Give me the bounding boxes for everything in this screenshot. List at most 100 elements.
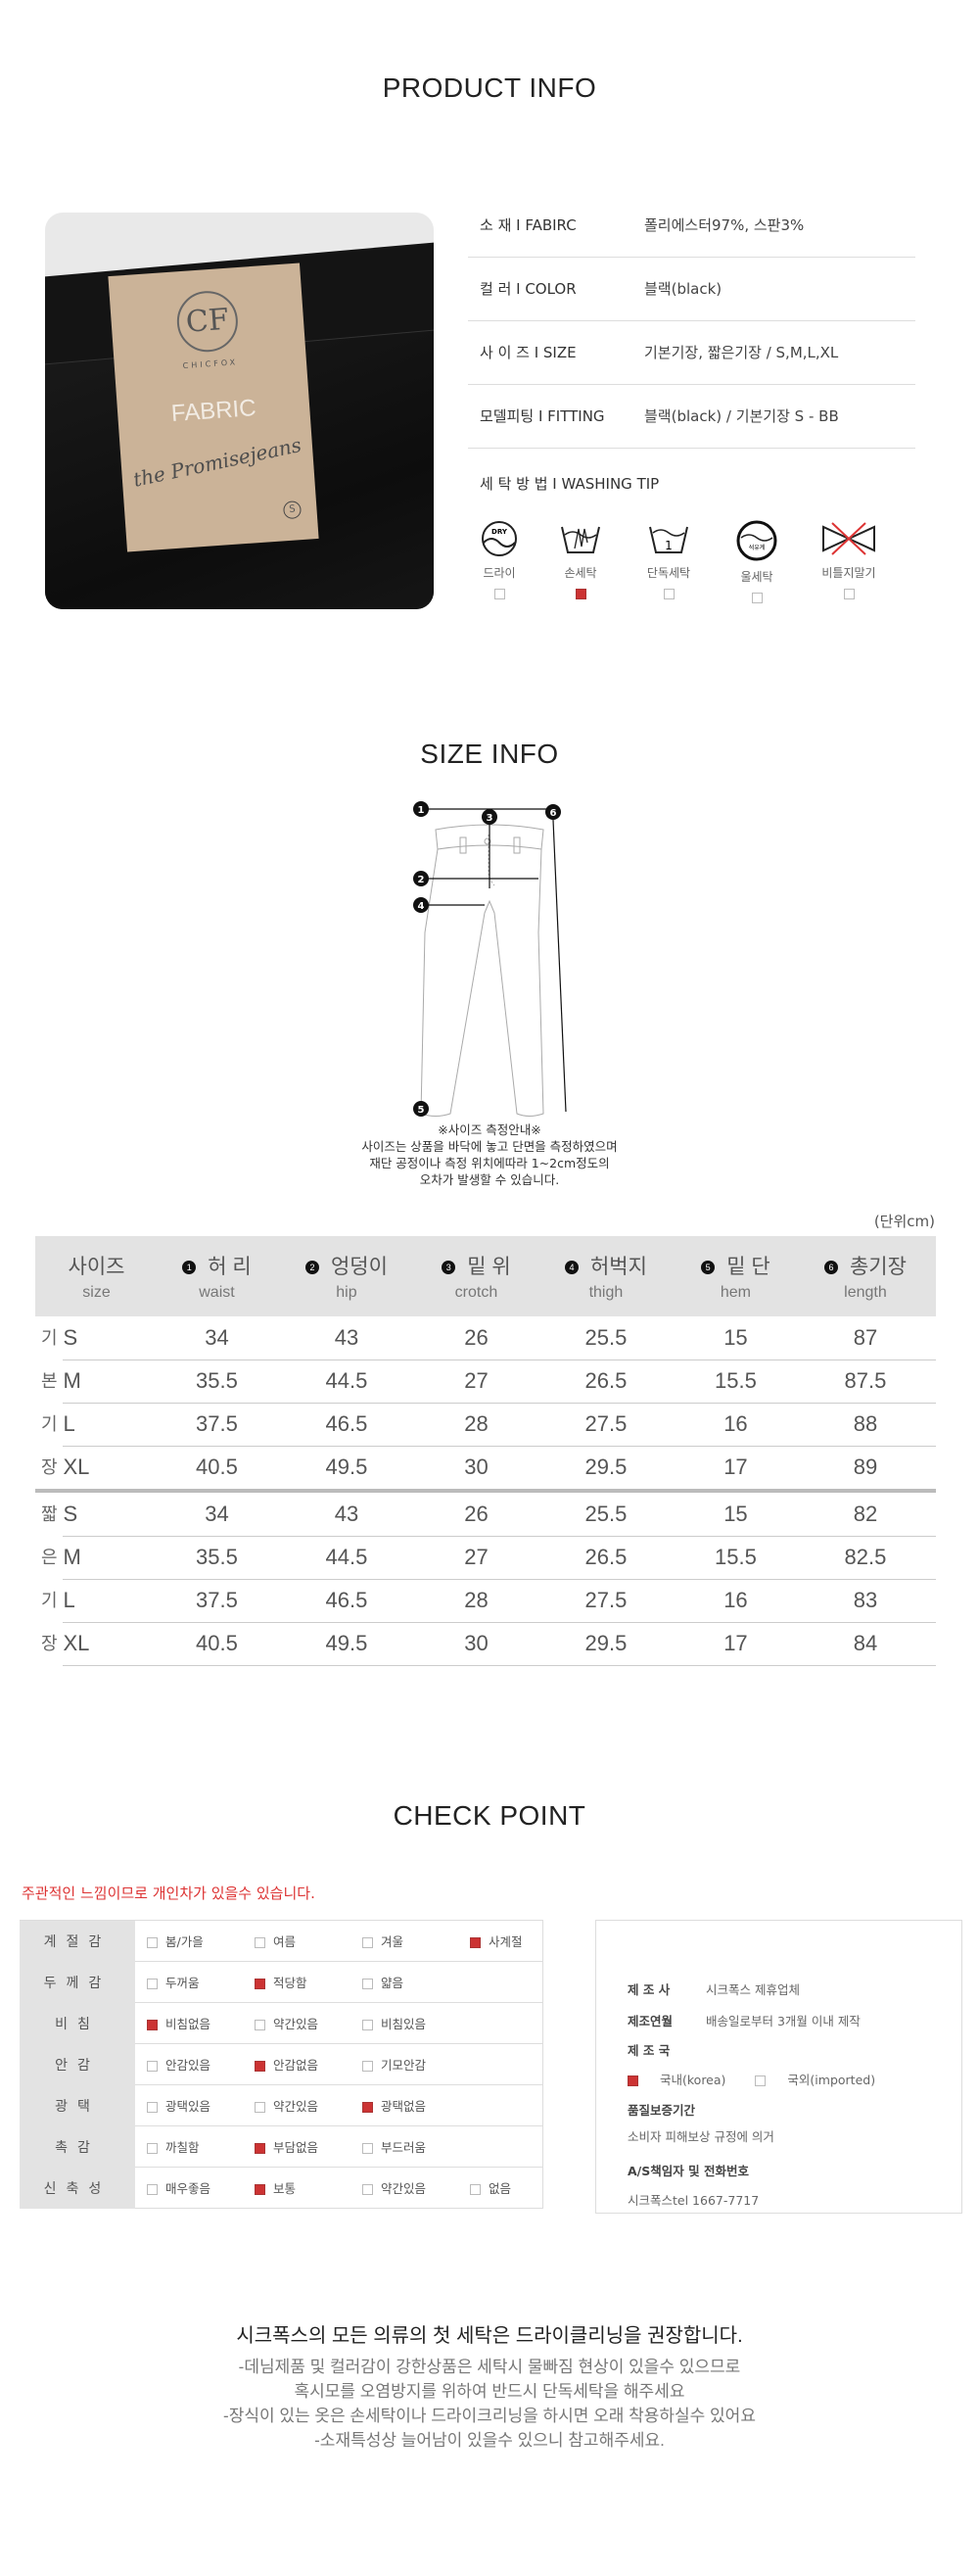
size-value: 29.5	[535, 1622, 676, 1666]
size-value: 35.5	[158, 1536, 276, 1580]
header-ko: 총기장	[849, 1256, 907, 1278]
check-point-title: CHECK POINT	[393, 1800, 586, 1831]
washing-checkbox	[575, 588, 586, 599]
size-value: 44.5	[275, 1536, 417, 1580]
option-label: 사계절	[489, 1934, 523, 1949]
footer-line: -장식이 있는 옷은 손세탁이나 드라이크리닝을 하시면 오래 착용하실수 있어…	[223, 2407, 756, 2425]
size-value: 35.5	[158, 1360, 276, 1404]
size-value: 40.5	[158, 1446, 276, 1493]
size-value: 82.5	[794, 1536, 936, 1580]
separate-wash-icon: 1	[629, 519, 708, 558]
option-label: 매우좋음	[165, 2181, 211, 2196]
header-ko: 사이즈	[68, 1256, 125, 1278]
check-row: 안감 안감있음 안감없음 기모안감	[20, 2043, 543, 2085]
check-box	[470, 2184, 481, 2195]
header-ko: 허벅지	[589, 1256, 647, 1278]
subjective-note: 주관적인 느낌이므로 개인차가 있을수 있습니다.	[22, 1884, 315, 1902]
footer-line: 혹시모를 오염방지를 위하여 반드시 단독세탁을 해주세요	[294, 2382, 685, 2401]
option-label: 약간있음	[273, 2017, 319, 2031]
check-box	[362, 2061, 373, 2072]
check-option: 부드러움	[362, 2137, 470, 2156]
size-row: 본 M 35.5 44.5 27 26.5 15.5 87.5	[35, 1360, 936, 1404]
check-row: 광택 광택있음 약간있음 광택없음	[20, 2084, 543, 2126]
country-label: 국내(korea)	[660, 2073, 726, 2087]
check-option: 비침없음	[147, 2014, 255, 2032]
unit-label: (단위cm)	[873, 1213, 935, 1230]
check-label: 신축성	[20, 2167, 135, 2209]
check-option: 까칠함	[147, 2137, 255, 2156]
check-label: 비침	[20, 2002, 135, 2044]
check-box	[255, 2102, 265, 2113]
footer-line: -소재특성상 늘어남이 있을수 있으니 참고해주세요.	[314, 2431, 665, 2450]
country-option: 국내(korea)	[628, 2073, 725, 2087]
size-col-hem: 5 밑 단 hem	[676, 1236, 795, 1316]
size-value: 15.5	[676, 1536, 795, 1580]
size-value: 40.5	[158, 1622, 276, 1666]
size-value: 37.5	[158, 1579, 276, 1623]
header-en: hip	[336, 1284, 357, 1301]
svg-text:1: 1	[418, 805, 425, 816]
option-label: 약간있음	[273, 2099, 319, 2114]
size-label: L	[63, 1403, 158, 1447]
marker-1-badge: 1	[413, 801, 429, 817]
washing-checkbox	[751, 592, 763, 603]
svg-text:5: 5	[418, 1105, 425, 1116]
size-value: 27.5	[535, 1579, 676, 1623]
size-col-hip: 2 엉덩이 hip	[275, 1236, 417, 1316]
washing-checkbox	[493, 588, 505, 599]
washing-option: 석유계 울세탁	[718, 519, 796, 603]
option-label: 안감없음	[273, 2058, 319, 2073]
check-label: 계절감	[20, 1920, 135, 1962]
marker-5-badge: 5	[413, 1101, 429, 1117]
check-box	[147, 1979, 158, 1989]
check-option: 보통	[255, 2178, 362, 2197]
size-value: 34	[158, 1491, 276, 1537]
size-value: 49.5	[275, 1446, 417, 1493]
size-value: 30	[416, 1446, 536, 1493]
marker-3-badge: 3	[442, 1261, 456, 1275]
svg-text:6: 6	[550, 808, 557, 819]
warranty-label: 품질보증기간	[628, 2103, 696, 2118]
check-label: 안감	[20, 2043, 135, 2085]
option-label: 얇음	[381, 1976, 404, 1990]
svg-text:1: 1	[665, 539, 673, 552]
pants-measure-diagram: 1 2 3 4 5 6	[413, 801, 567, 1117]
check-row: 신축성 매우좋음 보통 약간있음 없음	[20, 2167, 543, 2209]
check-box	[255, 2143, 265, 2154]
option-label: 비침있음	[381, 2017, 427, 2031]
size-row: 기 S 34 43 26 25.5 15 87	[35, 1316, 936, 1360]
check-options: 봄/가을 여름 겨울 사계절	[135, 1920, 543, 1962]
option-label: 까칠함	[165, 2140, 200, 2155]
check-row: 촉감 까칠함 부담없음 부드러움	[20, 2125, 543, 2168]
check-box	[147, 1937, 158, 1948]
check-box	[255, 2061, 265, 2072]
check-box	[362, 2184, 373, 2195]
header-ko: 밑 단	[726, 1256, 770, 1278]
option-label: 겨울	[381, 1934, 404, 1949]
marker-2-badge: 2	[413, 871, 429, 886]
size-value: 28	[416, 1403, 536, 1447]
size-label: M	[63, 1360, 158, 1404]
size-note: 오차가 발생할 수 있습니다.	[419, 1172, 560, 1187]
info-value: 기본기장, 짧은기장 / S,M,L,XL	[644, 344, 839, 361]
manufacturer-box: 제 조 사 시크폭스 제휴업체 제조연월 배송일로부터 3개월 이내 제작 제 조 …	[595, 1920, 962, 2214]
header-en: size	[82, 1284, 111, 1301]
size-value: 16	[676, 1579, 795, 1623]
option-label: 없음	[489, 2181, 512, 2196]
header-ko: 엉덩이	[330, 1256, 388, 1278]
washing-option: 비틀지말기	[810, 519, 888, 599]
check-option: 두꺼움	[147, 1973, 255, 1991]
size-col-thigh: 4 허벅지 thigh	[535, 1236, 676, 1316]
check-box	[362, 1937, 373, 1948]
country-label: 제 조 국	[628, 2043, 671, 2058]
check-option: 안감있음	[147, 2055, 255, 2074]
option-label: 부담없음	[273, 2140, 319, 2155]
length-type-char: 장	[35, 1446, 64, 1493]
info-row: 사 이 즈 I SIZE 기본기장, 짧은기장 / S,M,L,XL	[468, 321, 915, 385]
washing-label: 손세탁	[564, 566, 597, 580]
size-value: 46.5	[275, 1403, 417, 1447]
size-note: 재단 공정이나 측정 위치에따라 1~2cm정도의	[369, 1156, 610, 1170]
option-label: 비침없음	[165, 2017, 211, 2031]
size-value: 30	[416, 1622, 536, 1666]
product-photo: CF CHICFOX FABRIC the Promisejeans S	[45, 213, 434, 609]
